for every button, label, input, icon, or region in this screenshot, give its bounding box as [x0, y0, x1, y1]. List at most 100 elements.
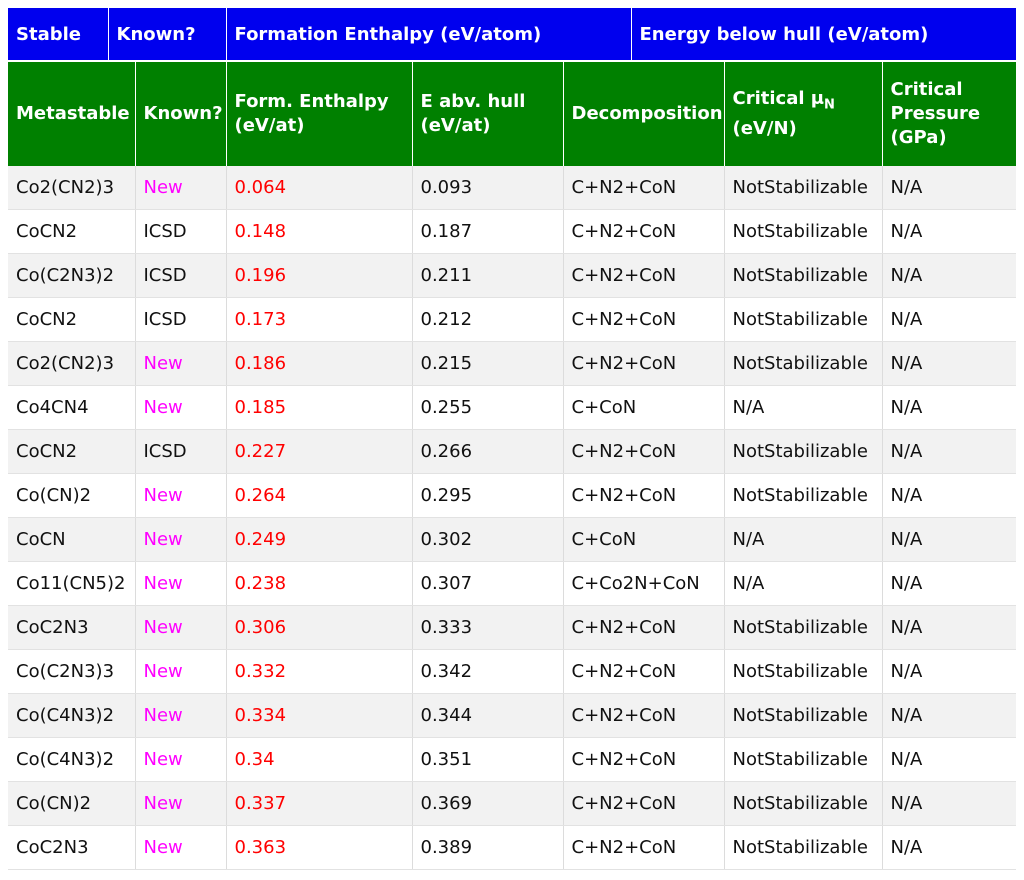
stable-header-energy-below-hull: Energy below hull (eV/atom): [631, 8, 1016, 60]
cell-known: New: [135, 825, 227, 870]
header-critical-pressure: Critical Pressure (GPa): [882, 62, 1016, 166]
header-critical-mu-prefix: Critical μ: [732, 87, 825, 109]
header-form-enthalpy: Form. Enthalpy (eV/at): [226, 62, 413, 166]
table-row: Co(CN)2 New 0.264 0.295 C+N2+CoN NotStabiliza…: [8, 473, 1016, 518]
cell-critical-mu: NotStabilizable: [724, 209, 883, 254]
table-row: Co(C2N3)2 ICSD 0.196 0.211 C+N2+CoN NotStabil…: [8, 253, 1016, 298]
header-form-enthalpy-line1: Form. Enthalpy: [234, 91, 389, 112]
cell-known: New: [135, 561, 227, 606]
cell-formula: Co(C2N3)2: [8, 253, 136, 298]
cell-formula: Co(CN)2: [8, 473, 136, 518]
cell-known: New: [135, 649, 227, 694]
table-row: CoCN2 ICSD 0.148 0.187 C+N2+CoN NotStabilizab…: [8, 209, 1016, 254]
metastable-table: Metastable Known? Form. Enthalpy (eV/at) …: [8, 62, 1016, 870]
cell-known: New: [135, 385, 227, 430]
cell-hull: 0.333: [412, 605, 564, 650]
header-decomposition: Decomposition: [563, 62, 725, 166]
cell-decomposition: C+N2+CoN: [563, 825, 725, 870]
cell-decomposition: C+CoN: [563, 385, 725, 430]
cell-hull: 0.369: [412, 781, 564, 826]
cell-decomposition: C+N2+CoN: [563, 693, 725, 738]
cell-critical-pressure: N/A: [882, 209, 1016, 254]
cell-formula: CoCN: [8, 517, 136, 562]
table-row: Co(CN)2 New 0.337 0.369 C+N2+CoN NotStabiliza…: [8, 781, 1016, 826]
cell-hull: 0.344: [412, 693, 564, 738]
cell-critical-mu: NotStabilizable: [724, 429, 883, 474]
header-metastable: Metastable: [8, 62, 136, 166]
cell-formula: CoC2N3: [8, 605, 136, 650]
header-e-abv-hull: E abv. hull (eV/at): [412, 62, 564, 166]
cell-known: ICSD: [135, 429, 227, 474]
cell-enthalpy: 0.264: [226, 473, 413, 518]
cell-critical-pressure: N/A: [882, 517, 1016, 562]
cell-critical-mu: N/A: [724, 385, 883, 430]
cell-enthalpy: 0.334: [226, 693, 413, 738]
cell-hull: 0.307: [412, 561, 564, 606]
cell-enthalpy: 0.148: [226, 209, 413, 254]
cell-formula: CoCN2: [8, 297, 136, 342]
cell-critical-mu: NotStabilizable: [724, 781, 883, 826]
table-row: CoCN2 ICSD 0.173 0.212 C+N2+CoN NotStabilizab…: [8, 297, 1016, 342]
cell-critical-pressure: N/A: [882, 825, 1016, 870]
table-row: CoCN New 0.249 0.302 C+CoN N/A N/A: [8, 517, 1016, 562]
cell-hull: 0.212: [412, 297, 564, 342]
stable-header-known: Known?: [108, 8, 227, 60]
cell-decomposition: C+N2+CoN: [563, 253, 725, 298]
header-critical-mu-sub: N: [824, 97, 835, 113]
cell-known: New: [135, 781, 227, 826]
cell-critical-mu: N/A: [724, 561, 883, 606]
cell-critical-mu: NotStabilizable: [724, 605, 883, 650]
table-row: Co4CN4 New 0.185 0.255 C+CoN N/A N/A: [8, 385, 1016, 430]
cell-enthalpy: 0.337: [226, 781, 413, 826]
cell-enthalpy: 0.332: [226, 649, 413, 694]
cell-decomposition: C+N2+CoN: [563, 737, 725, 782]
cell-known: New: [135, 341, 227, 386]
header-critical-pressure-line3: (GPa): [890, 127, 947, 148]
cell-critical-mu: NotStabilizable: [724, 737, 883, 782]
table-row: Co2(CN2)3 New 0.064 0.093 C+N2+CoN NotStabili…: [8, 166, 1016, 210]
cell-hull: 0.302: [412, 517, 564, 562]
table-row: Co(C2N3)3 New 0.332 0.342 C+N2+CoN NotStabili…: [8, 649, 1016, 694]
cell-critical-pressure: N/A: [882, 385, 1016, 430]
table-row: CoCN2 ICSD 0.227 0.266 C+N2+CoN NotStabilizab…: [8, 429, 1016, 474]
cell-hull: 0.215: [412, 341, 564, 386]
cell-known: ICSD: [135, 253, 227, 298]
cell-formula: Co11(CN5)2: [8, 561, 136, 606]
cell-decomposition: C+N2+CoN: [563, 341, 725, 386]
cell-known: New: [135, 473, 227, 518]
cell-enthalpy: 0.306: [226, 605, 413, 650]
table-row: Co(C4N3)2 New 0.334 0.344 C+N2+CoN NotStabili…: [8, 693, 1016, 738]
metastable-table-body: Co2(CN2)3 New 0.064 0.093 C+N2+CoN NotStabili…: [8, 166, 1016, 870]
metastable-header-row: Metastable Known? Form. Enthalpy (eV/at) …: [8, 62, 1016, 166]
cell-decomposition: C+CoN: [563, 517, 725, 562]
cell-decomposition: C+N2+CoN: [563, 605, 725, 650]
cell-formula: Co(CN)2: [8, 781, 136, 826]
cell-critical-pressure: N/A: [882, 473, 1016, 518]
cell-decomposition: C+Co2N+CoN: [563, 561, 725, 606]
cell-decomposition: C+N2+CoN: [563, 297, 725, 342]
header-e-abv-hull-line2: (eV/at): [420, 115, 491, 136]
header-critical-mu-unit: (eV/N): [732, 118, 797, 140]
cell-critical-pressure: N/A: [882, 297, 1016, 342]
cell-critical-pressure: N/A: [882, 693, 1016, 738]
cell-critical-mu: NotStabilizable: [724, 166, 883, 210]
cell-critical-mu: NotStabilizable: [724, 825, 883, 870]
cell-formula: Co(C4N3)2: [8, 737, 136, 782]
stable-header-stable: Stable: [8, 8, 109, 60]
cell-enthalpy: 0.363: [226, 825, 413, 870]
cell-hull: 0.295: [412, 473, 564, 518]
cell-enthalpy: 0.249: [226, 517, 413, 562]
table-row: Co(C4N3)2 New 0.34 0.351 C+N2+CoN NotStabiliz…: [8, 737, 1016, 782]
cell-formula: Co(C2N3)3: [8, 649, 136, 694]
cell-enthalpy: 0.185: [226, 385, 413, 430]
cell-enthalpy: 0.227: [226, 429, 413, 474]
cell-critical-pressure: N/A: [882, 253, 1016, 298]
header-critical-pressure-line2: Pressure: [890, 103, 981, 124]
cell-enthalpy: 0.173: [226, 297, 413, 342]
cell-decomposition: C+N2+CoN: [563, 429, 725, 474]
cell-critical-pressure: N/A: [882, 605, 1016, 650]
cell-enthalpy: 0.064: [226, 166, 413, 210]
header-form-enthalpy-line2: (eV/at): [234, 115, 305, 136]
cell-formula: Co(C4N3)2: [8, 693, 136, 738]
cell-decomposition: C+N2+CoN: [563, 649, 725, 694]
